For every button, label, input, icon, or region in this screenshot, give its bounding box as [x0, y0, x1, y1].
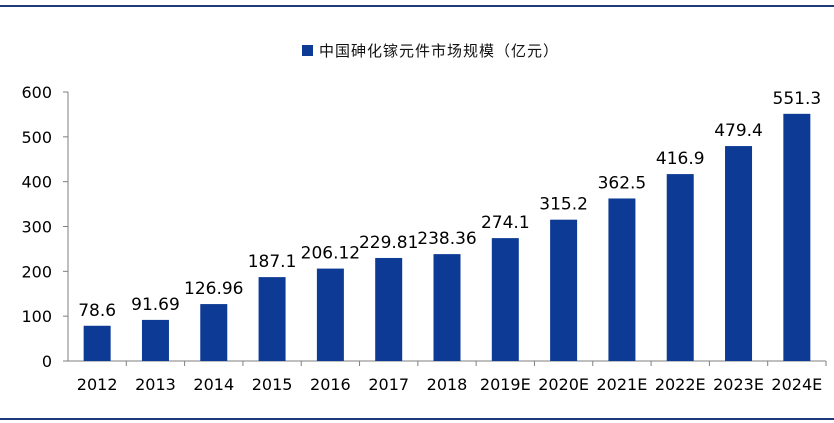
- bar: [550, 219, 578, 361]
- data-label: 315.2: [539, 195, 588, 215]
- legend-label: 中国砷化镓元件市场规模（亿元）: [319, 41, 560, 60]
- y-tick-label: 600: [21, 83, 52, 102]
- data-label: 274.1: [481, 213, 530, 233]
- data-label: 479.4: [714, 121, 763, 141]
- x-tick-label: 2014: [193, 375, 234, 394]
- y-tick-label: 100: [21, 307, 52, 326]
- data-label: 78.6: [78, 301, 116, 321]
- bar: [666, 174, 694, 361]
- y-axis: 0 100 200 300 400 500 600: [21, 83, 69, 371]
- data-label: 91.69: [131, 295, 180, 315]
- x-axis: 2012 2013 2014 2015 2016 2017 2018 2019E 2020E 20…: [68, 360, 827, 394]
- x-tick-label: 2013: [135, 375, 176, 394]
- x-tick-label: 2019E: [480, 375, 531, 394]
- y-tick-label: 400: [21, 173, 52, 192]
- bottom-border-line: [0, 418, 834, 420]
- data-label: 551.3: [773, 89, 822, 109]
- bar: [258, 277, 286, 361]
- bars: [83, 113, 811, 361]
- data-label: 238.36: [417, 229, 476, 249]
- y-tick-label: 0: [42, 352, 52, 371]
- data-label: 206.12: [301, 244, 360, 264]
- bar: [608, 198, 636, 361]
- y-tick-label: 300: [21, 218, 52, 237]
- chart-legend: 中国砷化镓元件市场规模（亿元）: [302, 40, 559, 60]
- bar: [375, 257, 403, 361]
- x-tick-label: 2020E: [538, 375, 589, 394]
- y-tick-label: 200: [21, 262, 52, 281]
- top-border-line: [0, 5, 834, 7]
- bar: [316, 268, 344, 361]
- data-label: 416.9: [656, 149, 705, 169]
- x-tick-label: 2016: [310, 375, 351, 394]
- x-tick-label: 2023E: [713, 375, 764, 394]
- bar: [83, 325, 111, 361]
- y-tick-label: 500: [21, 128, 52, 147]
- data-label: 126.96: [184, 279, 243, 299]
- x-tick-label: 2022E: [655, 375, 706, 394]
- bar: [725, 146, 753, 361]
- bar: [783, 113, 811, 361]
- x-tick-label: 2012: [77, 375, 118, 394]
- x-tick-label: 2021E: [597, 375, 648, 394]
- bar: [141, 319, 169, 361]
- data-label: 362.5: [598, 173, 647, 193]
- x-tick-label: 2017: [368, 375, 409, 394]
- bar: [200, 304, 228, 361]
- data-label: 187.1: [248, 252, 297, 272]
- data-label: 229.81: [359, 233, 418, 253]
- bar: [433, 254, 461, 361]
- x-tick-label: 2015: [252, 375, 293, 394]
- legend-swatch: [302, 44, 313, 56]
- x-tick-label: 2024E: [771, 375, 822, 394]
- x-tick-label: 2018: [427, 375, 468, 394]
- bar: [491, 238, 519, 361]
